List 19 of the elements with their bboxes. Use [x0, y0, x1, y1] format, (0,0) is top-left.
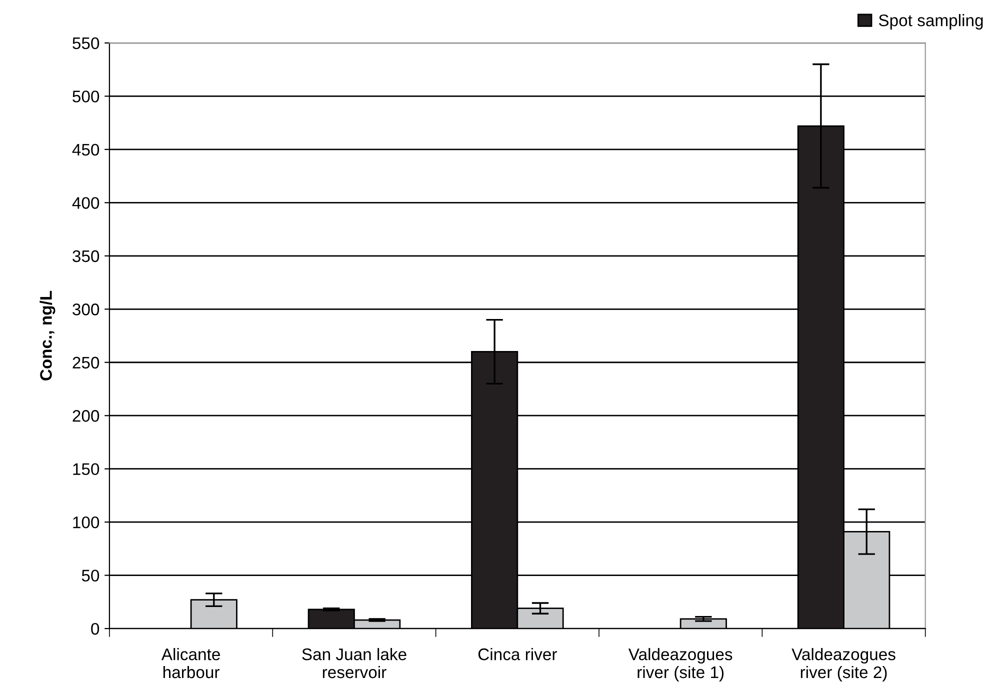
y-tick-label: 350	[72, 250, 100, 262]
legend-label: Spot sampling	[878, 14, 983, 30]
y-axis-title: Conc., ng/L	[40, 290, 56, 380]
y-tick-label: 250	[72, 356, 100, 369]
x-tick-label: Cinca river	[478, 648, 557, 660]
x-tick-label: Alicante harbour	[161, 648, 220, 678]
y-tick-label: 200	[72, 410, 100, 422]
y-tick-label: 400	[72, 197, 100, 209]
x-tick-label: Valdeazogues river (site 2)	[792, 648, 896, 682]
y-tick-label: 550	[72, 37, 100, 50]
y-tick-label: 500	[72, 90, 100, 102]
y-tick-label: 300	[72, 304, 100, 316]
y-tick-label: 0	[91, 622, 100, 635]
y-tick-label: 150	[73, 463, 100, 476]
y-tick-label: 100	[73, 516, 100, 528]
x-tick-label: San Juan lake reservoir	[302, 648, 406, 678]
x-tick-label: Valdeazogues river (site 1)	[628, 648, 732, 682]
y-tick-label: 50	[82, 570, 100, 582]
y-tick-label: 450	[72, 144, 100, 156]
